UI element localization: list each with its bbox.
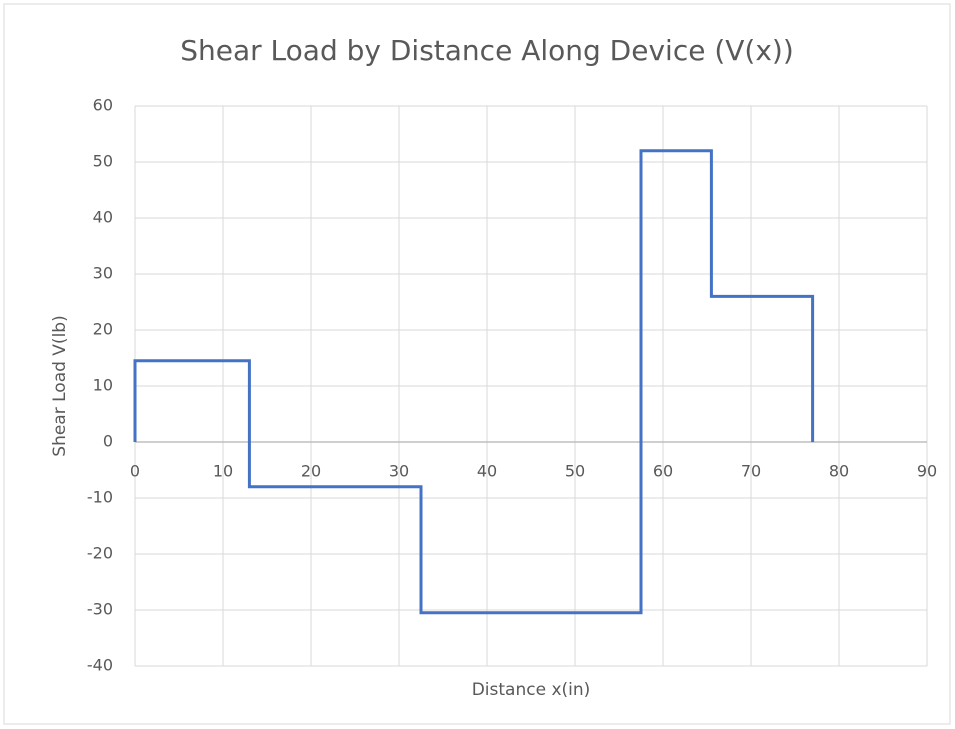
x-tick-label: 90 [917, 462, 937, 481]
x-tick-label: 30 [389, 462, 409, 481]
y-tick-label: 50 [93, 152, 113, 171]
x-tick-label: 80 [829, 462, 849, 481]
x-tick-label: 10 [213, 462, 233, 481]
y-axis-title: Shear Load V(lb) [50, 315, 70, 456]
y-tick-label: 40 [93, 208, 113, 227]
x-tick-label: 60 [653, 462, 673, 481]
chart-title: Shear Load by Distance Along Device (V(x… [180, 34, 794, 67]
data-line [133, 149, 815, 615]
y-tick-label: 10 [93, 376, 113, 395]
x-axis-title: Distance x(in) [472, 680, 591, 700]
y-tick-label: -20 [87, 544, 113, 563]
y-tick-label: -40 [87, 656, 113, 675]
x-tick-label: 40 [477, 462, 497, 481]
y-tick-label: 20 [93, 320, 113, 339]
y-tick-label: -30 [87, 600, 113, 619]
x-tick-label: 0 [130, 462, 140, 481]
y-tick-label: 0 [103, 432, 113, 451]
x-tick-label: 70 [741, 462, 761, 481]
y-tick-label: 60 [93, 96, 113, 115]
y-tick-label: -10 [87, 488, 113, 507]
x-tick-label: 20 [301, 462, 321, 481]
x-tick-label: 50 [565, 462, 585, 481]
chart-frame [3, 3, 951, 725]
y-tick-label: 30 [93, 264, 113, 283]
